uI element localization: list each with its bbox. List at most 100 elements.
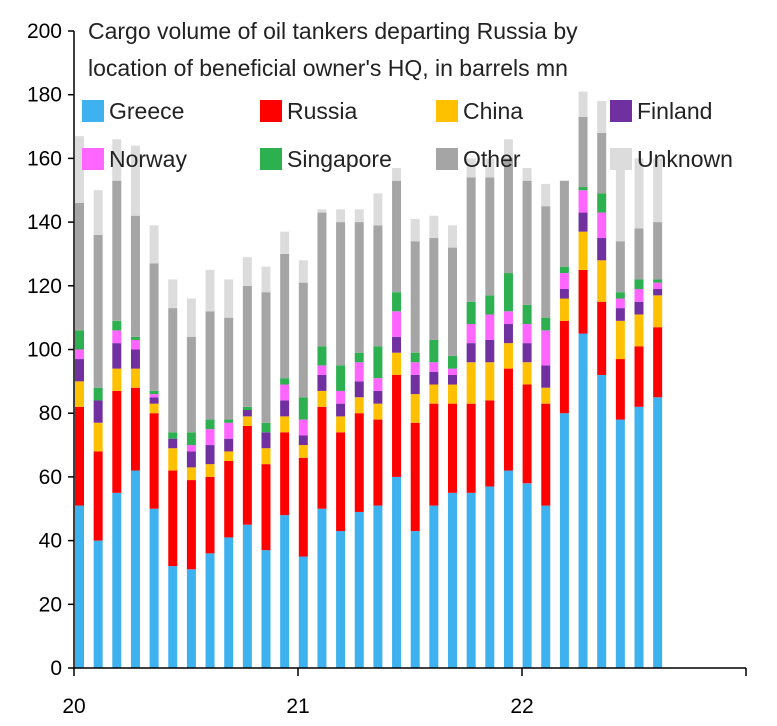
bar-segment-russia-2022-04: [578, 269, 588, 334]
bar-segment-norway-2022-08: [653, 282, 663, 289]
bar-segment-greece-2020-10: [242, 524, 252, 668]
bar-segment-finland-2022-04: [578, 212, 588, 232]
bar-segment-finland-2021-04: [354, 381, 364, 398]
legend-swatch-other: [436, 148, 458, 170]
legend-swatch-russia: [260, 100, 282, 122]
bar-segment-china-2022-06: [615, 320, 625, 360]
bar-segment-unknown-2021-08: [429, 215, 439, 239]
y-tick-label: 40: [39, 530, 62, 553]
bar-segment-finland-2022-05: [597, 238, 607, 261]
bar-segment-china-2021-07: [410, 394, 420, 423]
bar-segment-china-2020-07: [186, 467, 196, 481]
bar-segment-singapore-2021-11: [485, 295, 495, 315]
bar-segment-norway-2021-05: [373, 378, 383, 391]
y-tick-label: 100: [27, 339, 62, 362]
bar-segment-greece-2022-02: [541, 505, 551, 668]
bar-segment-china-2021-09: [448, 384, 457, 404]
bar-segment-finland-2021-12: [503, 324, 513, 344]
bar-segment-singapore-2020-09: [224, 419, 234, 423]
bar-segment-russia-2021-07: [410, 422, 420, 532]
bar-segment-russia-2021-08: [429, 403, 439, 506]
legend-item-singapore: Singapore: [260, 146, 392, 172]
bar-segment-other-2020-10: [242, 285, 252, 407]
bar-segment-other-2022-08: [653, 222, 663, 280]
bar-segment-russia-2021-09: [448, 403, 457, 493]
bar-segment-china-2020-05: [149, 403, 159, 414]
bar-segment-other-2021-02: [317, 212, 327, 347]
bar-segment-china-2020-01: [75, 381, 84, 407]
legend-swatch-unknown: [610, 148, 632, 170]
y-tick-label: 200: [27, 20, 62, 43]
bar-segment-singapore-2021-07: [410, 352, 420, 363]
bar-segment-singapore-2021-02: [317, 346, 327, 366]
y-tick-label: 140: [27, 211, 62, 234]
bar-segment-greece-2020-03: [112, 492, 122, 668]
bar-segment-russia-2021-01: [298, 457, 308, 557]
bar-segment-russia-2020-12: [280, 432, 290, 516]
bar-segment-finland-2021-11: [485, 339, 495, 363]
y-tick-label: 20: [39, 593, 62, 616]
bar-segment-finland-2020-09: [224, 438, 234, 452]
bar-segment-china-2022-03: [559, 298, 569, 321]
bar-segment-singapore-2020-07: [186, 432, 196, 446]
bar-segment-other-2021-05: [373, 225, 383, 347]
bar-segment-norway-2021-06: [392, 311, 402, 337]
bar-segment-china-2020-08: [205, 464, 215, 477]
bar-segment-norway-2022-02: [541, 330, 551, 366]
bar-segment-russia-2020-10: [242, 425, 252, 525]
bar-segment-unknown-2021-06: [392, 167, 402, 181]
y-tick-label: 60: [39, 466, 62, 489]
bar-segment-singapore-2020-01: [75, 330, 84, 350]
bar-segment-china-2020-02: [93, 422, 103, 452]
bar-segment-norway-2022-03: [559, 273, 569, 289]
bar-segment-unknown-2021-02: [317, 209, 327, 213]
bar-segment-finland-2022-06: [615, 308, 625, 321]
legend: Greece Russia China Finland Norway Singapore O…: [82, 98, 733, 172]
bar-segment-singapore-2020-05: [149, 390, 159, 395]
x-tick-label: 22: [510, 695, 533, 718]
bar-segment-greece-2021-04: [354, 511, 364, 668]
bar-segment-other-2020-07: [186, 336, 196, 433]
bar-segment-norway-2021-10: [466, 324, 476, 344]
bar-segment-russia-2020-09: [224, 460, 234, 538]
bar-segment-singapore-2020-02: [93, 387, 103, 401]
bar-segment-greece-2020-01: [75, 505, 84, 668]
bar-segment-norway-2022-06: [615, 298, 625, 309]
bar-segment-norway-2022-05: [597, 212, 607, 239]
bar-segment-norway-2021-12: [503, 311, 513, 325]
bar-segment-singapore-2021-05: [373, 346, 383, 379]
bar-segment-china-2021-12: [503, 343, 513, 369]
bar-segment-russia-2022-02: [541, 403, 551, 506]
bar-segment-norway-2020-04: [130, 339, 140, 350]
bar-segment-finland-2020-05: [149, 397, 159, 404]
bar-segment-other-2021-06: [392, 180, 402, 293]
y-tick-label: 160: [27, 147, 62, 170]
legend-swatch-greece: [82, 100, 104, 122]
bar-segment-unknown-2021-04: [354, 209, 364, 223]
bar-segment-china-2020-11: [261, 448, 271, 465]
bar-segment-finland-2022-07: [634, 301, 644, 315]
bar-segment-finland-2021-07: [410, 374, 420, 395]
bar-segment-china-2020-04: [130, 368, 140, 388]
bar-segment-unknown-2022-04: [578, 91, 588, 117]
bar-segment-china-2020-06: [168, 448, 178, 471]
bar-segment-other-2022-04: [578, 117, 588, 188]
bar-segment-russia-2021-10: [466, 403, 476, 493]
bar-segment-finland-2021-09: [448, 374, 457, 385]
bar-segment-norway-2020-03: [112, 330, 122, 344]
bar-segment-finland-2022-08: [653, 288, 663, 296]
bar-segment-unknown-2021-10: [466, 158, 476, 178]
bar-segment-finland-2020-10: [242, 410, 252, 417]
y-tick-label: 180: [27, 84, 62, 107]
bar-segment-singapore-2021-01: [298, 397, 308, 420]
bar-segment-greece-2021-08: [429, 505, 439, 668]
legend-label-russia: Russia: [287, 98, 358, 124]
bar-segment-unknown-2022-06: [615, 161, 625, 242]
bar-segment-greece-2022-05: [597, 374, 607, 668]
bar-segment-norway-2021-09: [448, 368, 457, 375]
title-line-2: location of beneficial owner's HQ, in ba…: [88, 55, 568, 81]
bar-segment-greece-2021-12: [503, 470, 513, 668]
bar-segment-singapore-2020-03: [112, 320, 122, 331]
bar-segment-russia-2021-12: [503, 368, 513, 471]
